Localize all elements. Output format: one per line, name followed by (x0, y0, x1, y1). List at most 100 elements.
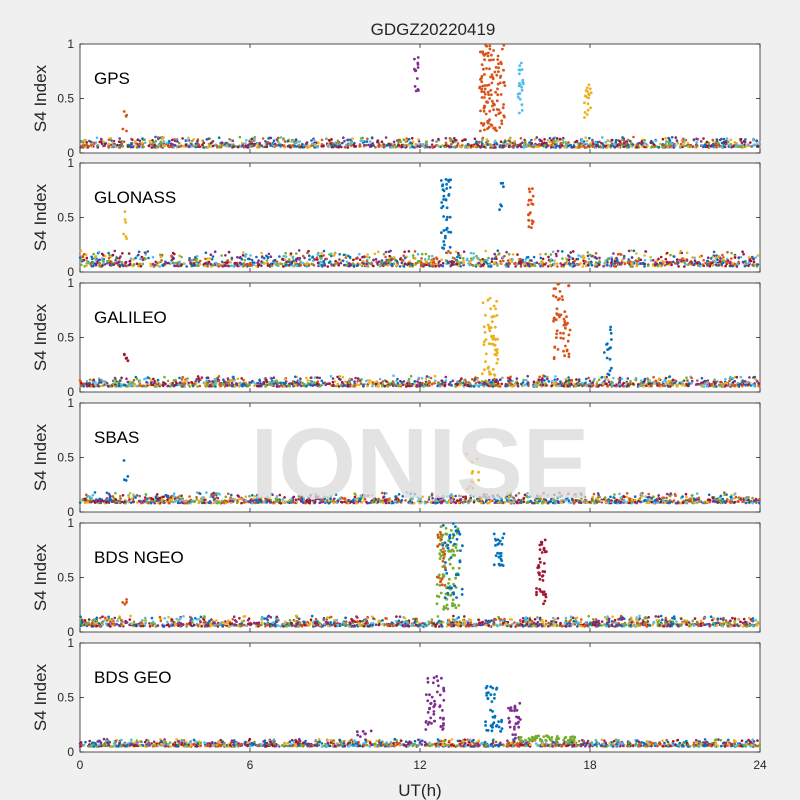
data-point (444, 141, 448, 145)
data-point (216, 378, 220, 382)
data-point (692, 138, 696, 141)
data-point (567, 141, 570, 144)
data-point (567, 258, 571, 262)
data-point (583, 116, 586, 119)
data-point (561, 141, 565, 144)
data-point (639, 258, 643, 262)
data-point (206, 257, 209, 260)
data-point (613, 143, 617, 147)
data-point (337, 146, 341, 149)
data-point (529, 264, 533, 267)
data-point (371, 381, 375, 384)
data-point (326, 265, 330, 268)
data-point (586, 263, 590, 267)
data-point (121, 252, 124, 255)
data-point (312, 259, 315, 263)
data-point (257, 263, 260, 266)
data-point (266, 142, 269, 146)
data-point (145, 380, 148, 384)
data-point (207, 142, 211, 146)
data-point (699, 381, 703, 385)
data-point (245, 139, 248, 142)
data-point (526, 262, 529, 265)
data-point (479, 258, 482, 262)
data-point (88, 139, 91, 143)
data-point (269, 136, 273, 140)
data-point (590, 264, 594, 267)
data-point (118, 379, 122, 383)
data-point (289, 263, 293, 266)
data-point (446, 215, 449, 219)
data-point (320, 252, 323, 255)
data-point (368, 140, 372, 143)
data-point (642, 385, 645, 388)
data-point (752, 384, 756, 387)
data-point (413, 67, 416, 71)
data-point (365, 262, 369, 266)
data-point (440, 231, 443, 235)
data-point (643, 262, 647, 266)
data-point (443, 383, 447, 387)
data-point (522, 378, 525, 382)
data-point (316, 145, 319, 149)
data-point (619, 142, 623, 145)
data-point (351, 137, 354, 140)
data-point (79, 382, 83, 385)
data-point (427, 257, 431, 261)
data-point (665, 140, 668, 143)
data-point (235, 382, 238, 386)
data-point (643, 265, 646, 268)
data-point (627, 258, 630, 261)
data-point (337, 264, 341, 267)
data-point (468, 382, 472, 385)
data-point (322, 249, 326, 253)
data-point (154, 135, 157, 139)
data-point (497, 108, 501, 112)
data-point (125, 264, 128, 268)
data-point (493, 257, 496, 260)
data-point (241, 254, 245, 257)
data-point (221, 382, 224, 386)
data-point (559, 262, 562, 265)
data-point (606, 261, 609, 264)
data-point (725, 137, 729, 140)
data-point (737, 260, 740, 264)
data-point (401, 383, 405, 387)
data-point (165, 141, 169, 145)
data-point (440, 258, 443, 262)
data-point (182, 380, 185, 384)
data-point (483, 73, 486, 76)
data-point (454, 385, 458, 388)
data-point (362, 383, 365, 387)
data-point (316, 253, 320, 256)
data-point (297, 379, 301, 383)
data-point (305, 384, 309, 388)
data-point (670, 263, 673, 267)
data-point (251, 261, 255, 264)
y-tick-label: 1 (67, 156, 74, 170)
data-point (530, 142, 534, 145)
data-point (649, 255, 652, 259)
data-point (490, 334, 493, 338)
data-point (420, 383, 424, 387)
data-point (424, 377, 428, 381)
data-point (570, 378, 573, 382)
data-point (236, 145, 240, 149)
data-point (488, 372, 491, 376)
data-point (502, 185, 505, 189)
data-point (735, 265, 739, 268)
data-point (403, 250, 406, 254)
data-point (494, 66, 498, 69)
data-point (709, 145, 713, 148)
data-point (313, 376, 317, 379)
data-point (546, 144, 549, 148)
data-point (757, 501, 761, 505)
data-point (559, 336, 563, 340)
data-point (152, 265, 156, 268)
data-point (96, 146, 100, 149)
data-point (195, 144, 198, 147)
data-point (706, 145, 709, 148)
data-point (94, 254, 98, 258)
data-point (601, 136, 604, 139)
data-point (610, 142, 614, 145)
